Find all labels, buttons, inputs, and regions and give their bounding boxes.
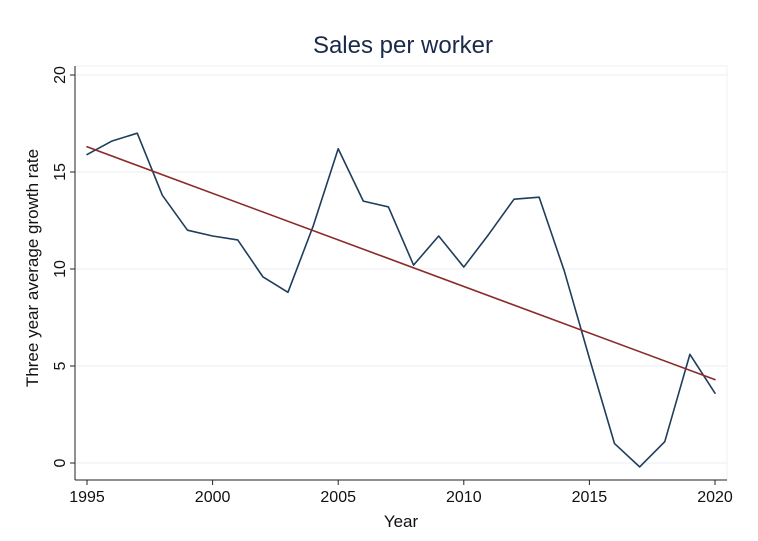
y-tick-label: 10 [52, 260, 69, 278]
gridlines [74, 65, 728, 481]
y-tick-label: 0 [52, 458, 69, 467]
x-tick-label: 2010 [446, 489, 482, 506]
x-tick-label: 2015 [572, 489, 608, 506]
axes: 0 5 10 15 20 1995 2000 2005 2010 2015 2020 [52, 66, 733, 506]
y-tick-label: 15 [52, 163, 69, 181]
plot-area [74, 65, 728, 481]
x-tick-label: 2020 [697, 489, 733, 506]
chart-title: Sales per worker [313, 32, 493, 59]
y-tick-label: 5 [52, 361, 69, 370]
series-line-trend [86, 145, 716, 381]
x-tick-label: 2005 [320, 489, 356, 506]
series-lines [86, 132, 716, 468]
x-axis-label: Year [384, 512, 419, 531]
y-tick-label: 20 [52, 66, 69, 84]
x-tick-label: 2000 [195, 489, 231, 506]
series-line-growth-rate [86, 132, 716, 468]
y-axis-label: Three year average growth rate [23, 149, 42, 387]
x-tick-label: 1995 [69, 489, 105, 506]
